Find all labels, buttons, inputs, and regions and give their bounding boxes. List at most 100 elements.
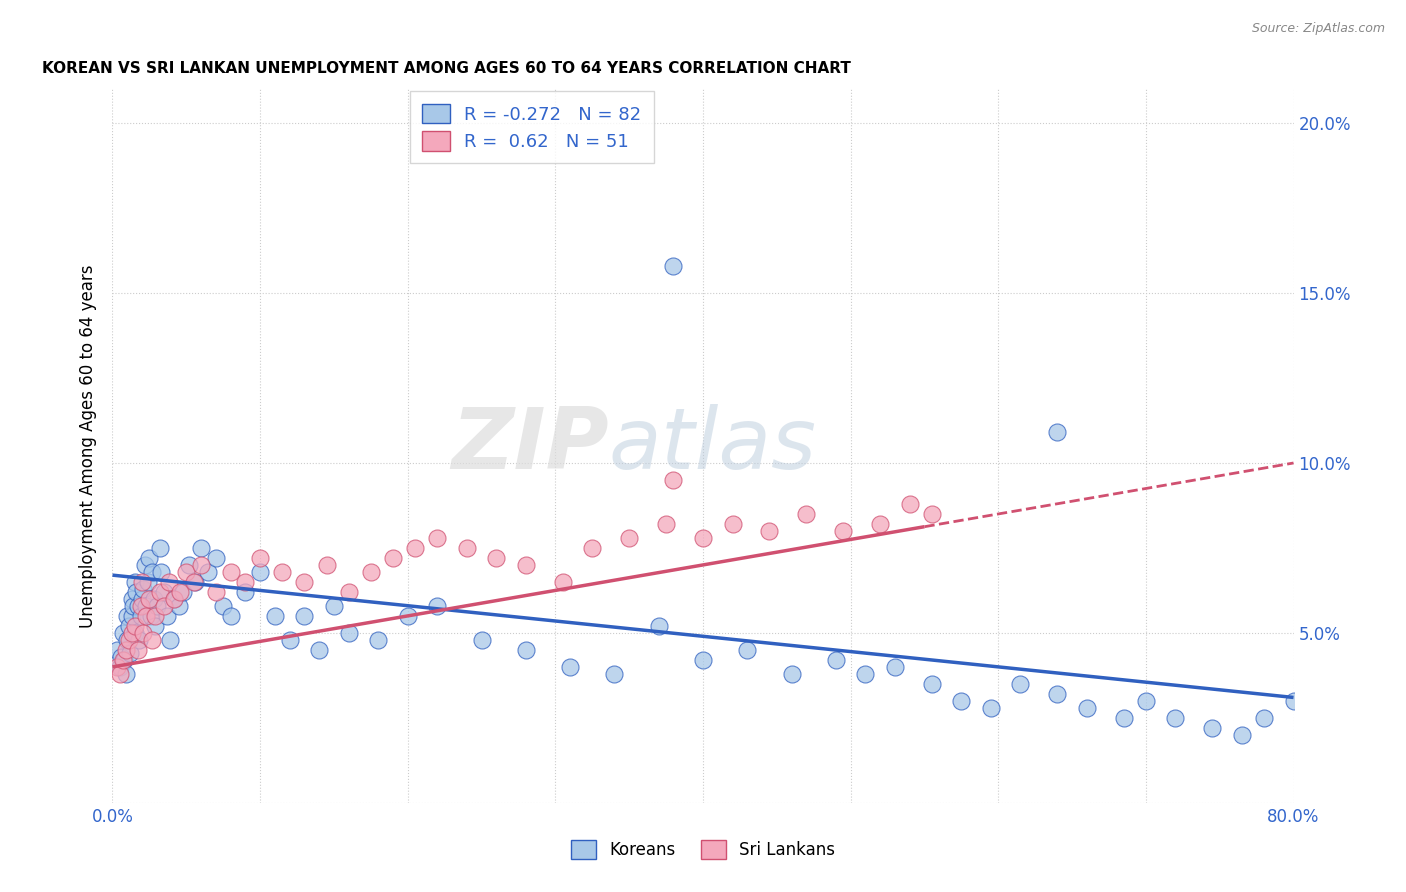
- Point: [796, 507, 818, 521]
- Point: [1010, 677, 1032, 691]
- Point: [110, 649, 132, 664]
- Point: [125, 585, 148, 599]
- Point: [135, 599, 157, 613]
- Point: [292, 608, 315, 623]
- Point: [122, 599, 145, 613]
- Point: [120, 646, 142, 660]
- Point: [114, 666, 136, 681]
- Point: [132, 626, 155, 640]
- Point: [1046, 687, 1069, 701]
- Point: [179, 558, 201, 572]
- Point: [337, 585, 360, 599]
- Point: [131, 591, 153, 606]
- Point: [249, 551, 271, 566]
- Point: [108, 660, 131, 674]
- Point: [111, 653, 134, 667]
- Point: [662, 473, 685, 487]
- Point: [308, 643, 330, 657]
- Point: [404, 541, 426, 555]
- Point: [396, 608, 419, 623]
- Point: [603, 666, 626, 681]
- Y-axis label: Unemployment Among Ages 60 to 64 years: Unemployment Among Ages 60 to 64 years: [79, 264, 97, 628]
- Point: [169, 585, 191, 599]
- Point: [190, 541, 212, 555]
- Point: [278, 632, 301, 647]
- Point: [233, 585, 256, 599]
- Point: [1046, 425, 1069, 440]
- Point: [174, 565, 197, 579]
- Point: [758, 524, 780, 538]
- Point: [124, 574, 146, 589]
- Point: [142, 591, 165, 606]
- Point: [515, 558, 537, 572]
- Point: [692, 653, 714, 667]
- Point: [264, 608, 287, 623]
- Text: Source: ZipAtlas.com: Source: ZipAtlas.com: [1251, 22, 1385, 36]
- Point: [141, 565, 163, 579]
- Point: [156, 608, 179, 623]
- Point: [205, 585, 228, 599]
- Point: [737, 643, 759, 657]
- Point: [163, 591, 186, 606]
- Point: [1135, 694, 1157, 708]
- Point: [367, 632, 389, 647]
- Point: [131, 574, 153, 589]
- Point: [647, 619, 671, 633]
- Point: [124, 626, 146, 640]
- Point: [869, 517, 891, 532]
- Text: KOREAN VS SRI LANKAN UNEMPLOYMENT AMONG AGES 60 TO 64 YEARS CORRELATION CHART: KOREAN VS SRI LANKAN UNEMPLOYMENT AMONG …: [42, 61, 851, 76]
- Point: [780, 666, 803, 681]
- Point: [167, 599, 190, 613]
- Point: [149, 585, 172, 599]
- Point: [921, 677, 943, 691]
- Point: [197, 565, 219, 579]
- Point: [898, 497, 921, 511]
- Point: [323, 599, 346, 613]
- Point: [921, 507, 943, 521]
- Point: [271, 565, 294, 579]
- Point: [163, 591, 186, 606]
- Point: [619, 531, 641, 545]
- Point: [426, 599, 449, 613]
- Point: [832, 524, 855, 538]
- Point: [1282, 694, 1305, 708]
- Point: [135, 608, 157, 623]
- Point: [485, 551, 508, 566]
- Point: [105, 660, 128, 674]
- Point: [129, 599, 152, 613]
- Point: [205, 551, 228, 566]
- Point: [382, 551, 405, 566]
- Point: [121, 626, 143, 640]
- Point: [183, 574, 205, 589]
- Point: [112, 653, 135, 667]
- Point: [190, 558, 212, 572]
- Point: [172, 585, 194, 599]
- Point: [153, 599, 176, 613]
- Point: [153, 585, 176, 599]
- Point: [212, 599, 235, 613]
- Point: [558, 660, 582, 674]
- Point: [117, 608, 138, 623]
- Point: [426, 531, 449, 545]
- Point: [129, 608, 152, 623]
- Point: [118, 619, 141, 633]
- Point: [118, 632, 141, 647]
- Point: [551, 574, 574, 589]
- Point: [143, 619, 166, 633]
- Point: [315, 558, 337, 572]
- Point: [111, 626, 134, 640]
- Point: [581, 541, 603, 555]
- Point: [143, 608, 166, 623]
- Point: [127, 599, 149, 613]
- Point: [114, 643, 136, 657]
- Point: [1164, 711, 1187, 725]
- Point: [132, 582, 155, 596]
- Point: [249, 565, 271, 579]
- Point: [662, 259, 685, 273]
- Point: [884, 660, 907, 674]
- Point: [134, 558, 156, 572]
- Point: [824, 653, 846, 667]
- Point: [184, 574, 207, 589]
- Point: [1253, 711, 1275, 725]
- Point: [1076, 700, 1098, 714]
